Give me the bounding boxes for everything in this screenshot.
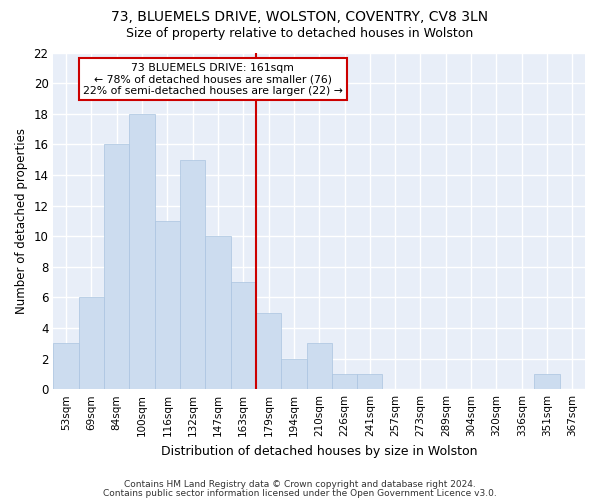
Bar (130, 114, 155, 389)
Y-axis label: Number of detached properties: Number of detached properties (15, 128, 28, 314)
Bar (332, 374, 357, 389)
Bar (281, 358, 307, 389)
Text: 73 BLUEMELS DRIVE: 161sqm
← 78% of detached houses are smaller (76)
22% of semi-: 73 BLUEMELS DRIVE: 161sqm ← 78% of detac… (83, 62, 343, 96)
Text: Size of property relative to detached houses in Wolston: Size of property relative to detached ho… (127, 28, 473, 40)
Bar (53, 344, 79, 389)
Bar (79, 298, 104, 389)
Text: Contains HM Land Registry data © Crown copyright and database right 2024.: Contains HM Land Registry data © Crown c… (124, 480, 476, 489)
Bar (180, 160, 205, 389)
Text: 73, BLUEMELS DRIVE, WOLSTON, COVENTRY, CV8 3LN: 73, BLUEMELS DRIVE, WOLSTON, COVENTRY, C… (112, 10, 488, 24)
Bar (155, 221, 180, 389)
Text: Contains public sector information licensed under the Open Government Licence v3: Contains public sector information licen… (103, 489, 497, 498)
Bar (205, 236, 230, 389)
Bar (307, 344, 332, 389)
X-axis label: Distribution of detached houses by size in Wolston: Distribution of detached houses by size … (161, 444, 478, 458)
Bar (256, 312, 281, 389)
Bar (357, 374, 382, 389)
Bar (535, 374, 560, 389)
Bar (230, 282, 256, 389)
Bar (104, 144, 130, 389)
